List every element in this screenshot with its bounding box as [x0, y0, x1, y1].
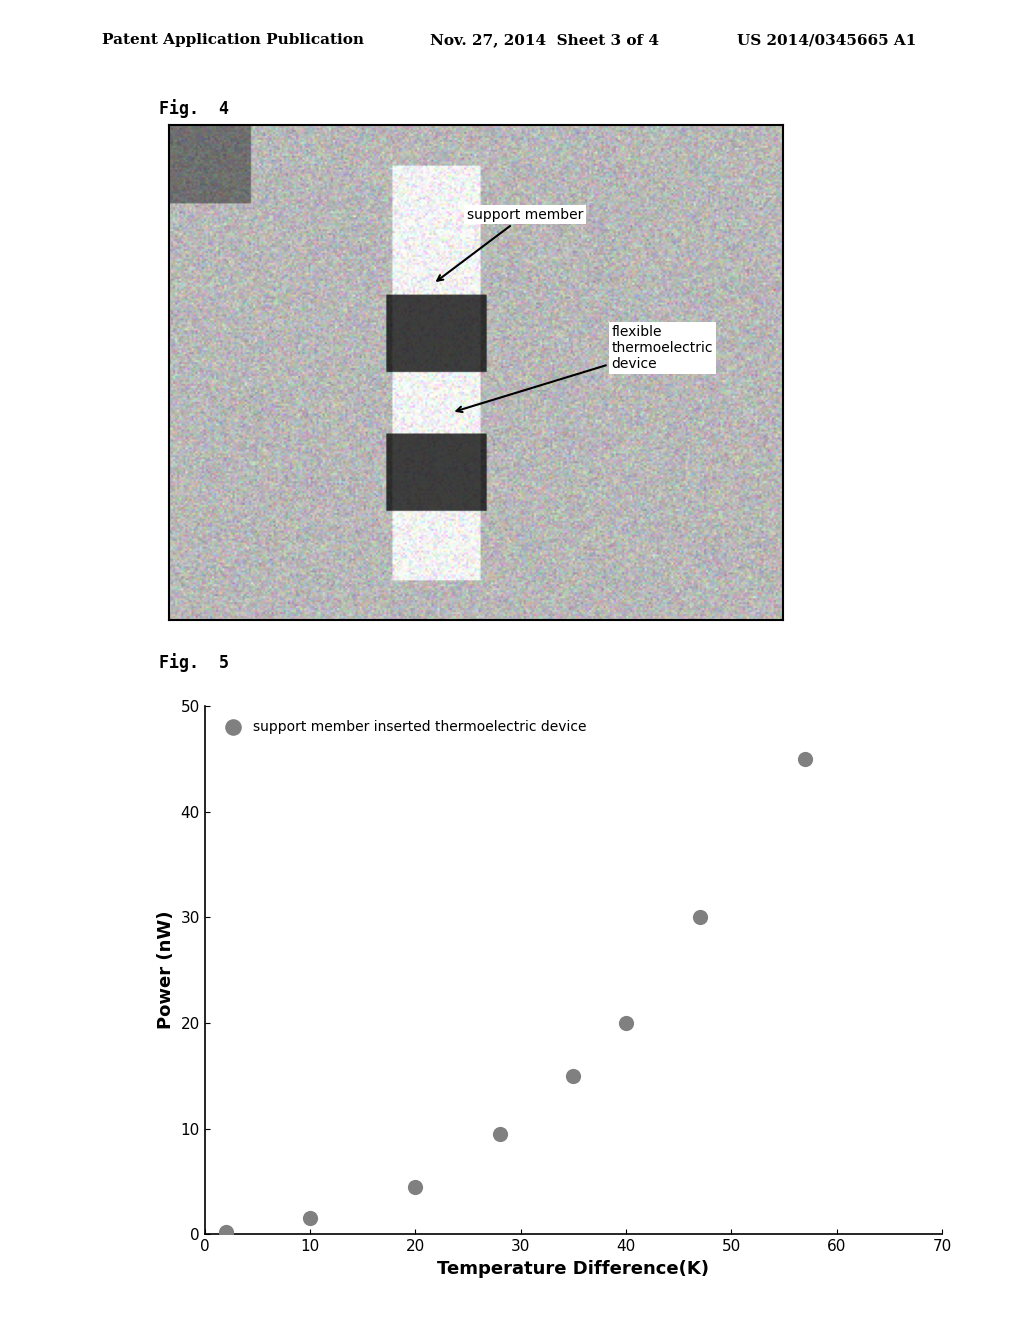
Text: Fig.  4: Fig. 4	[159, 99, 228, 117]
Text: Patent Application Publication: Patent Application Publication	[102, 33, 365, 48]
Point	[302, 1208, 318, 1229]
Point	[408, 1176, 424, 1197]
Text: flexible
thermoelectric
device: flexible thermoelectric device	[457, 325, 713, 412]
Legend: support member inserted thermoelectric device: support member inserted thermoelectric d…	[212, 713, 594, 741]
Point	[797, 748, 813, 770]
Point	[218, 1221, 234, 1242]
Text: support member: support member	[437, 207, 584, 281]
Text: Fig.  5: Fig. 5	[159, 653, 228, 672]
X-axis label: Temperature Difference(K): Temperature Difference(K)	[437, 1259, 710, 1278]
Point	[617, 1012, 634, 1034]
Text: Nov. 27, 2014  Sheet 3 of 4: Nov. 27, 2014 Sheet 3 of 4	[430, 33, 659, 48]
Point	[691, 907, 708, 928]
Point	[492, 1123, 508, 1144]
Y-axis label: Power (nW): Power (nW)	[157, 911, 175, 1030]
Point	[565, 1065, 582, 1086]
Text: US 2014/0345665 A1: US 2014/0345665 A1	[737, 33, 916, 48]
